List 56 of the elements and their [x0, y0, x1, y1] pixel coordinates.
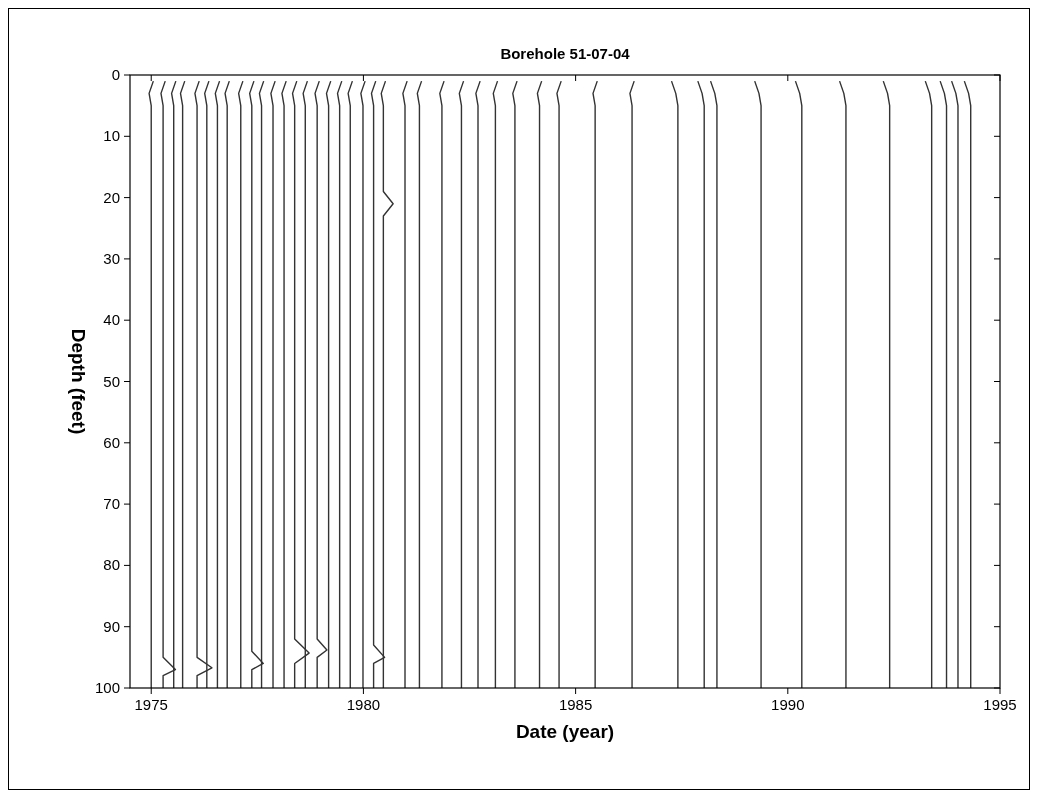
- line-series: [347, 80, 354, 689]
- line-series: [536, 80, 543, 689]
- line-series: [237, 80, 244, 689]
- line-series: [160, 80, 177, 689]
- x-tick-label: 1995: [983, 696, 1017, 713]
- line-series: [963, 80, 972, 689]
- line-series: [214, 80, 221, 689]
- x-axis-title: Date (year): [515, 721, 615, 742]
- y-tick-label: 20: [103, 188, 120, 206]
- x-tick-label: 1990: [771, 696, 805, 713]
- line-series: [794, 80, 803, 689]
- x-tick-label: 1980: [346, 696, 381, 713]
- line-series: [939, 80, 948, 689]
- line-series: [416, 80, 423, 689]
- line-series: [336, 80, 343, 689]
- line-series: [402, 80, 408, 689]
- line-series: [556, 80, 562, 689]
- line-series: [270, 80, 276, 689]
- y-tick-label: 70: [103, 495, 120, 513]
- line-series: [512, 80, 518, 689]
- line-series: [291, 80, 310, 689]
- line-series: [754, 80, 762, 689]
- line-series: [950, 80, 959, 689]
- line-series: [148, 80, 155, 689]
- line-series: [360, 80, 366, 689]
- line-series: [179, 80, 186, 689]
- line-series: [629, 80, 635, 689]
- line-series: [281, 80, 287, 689]
- y-tick-label: 50: [103, 372, 120, 390]
- line-series: [492, 80, 499, 689]
- line-series: [314, 80, 328, 689]
- y-tick-label: 30: [103, 249, 120, 267]
- line-series: [439, 80, 445, 689]
- y-axis-title: Depth (feet): [68, 328, 89, 435]
- y-tick-label: 90: [103, 617, 120, 635]
- y-tick-label: 40: [103, 311, 120, 329]
- line-series: [924, 80, 933, 689]
- y-tick-label: 60: [103, 433, 120, 451]
- line-series: [475, 80, 481, 689]
- y-tick-label: 0: [111, 66, 120, 83]
- x-tick-label: 1985: [558, 696, 593, 713]
- line-series: [224, 80, 231, 689]
- y-tick-label: 80: [103, 556, 120, 574]
- line-series: [248, 80, 264, 689]
- line-series: [458, 80, 465, 689]
- line-series: [882, 80, 891, 689]
- line-series: [592, 80, 598, 689]
- x-tick-label: 1975: [134, 696, 168, 713]
- chart-title: Borehole 51-07-04: [500, 45, 631, 62]
- line-series: [838, 80, 847, 689]
- y-tick-label: 10: [103, 127, 120, 145]
- line-series: [194, 80, 213, 689]
- line-series: [709, 80, 718, 689]
- line-series: [697, 80, 705, 689]
- line-series: [670, 80, 679, 689]
- y-tick-label: 100: [94, 679, 120, 696]
